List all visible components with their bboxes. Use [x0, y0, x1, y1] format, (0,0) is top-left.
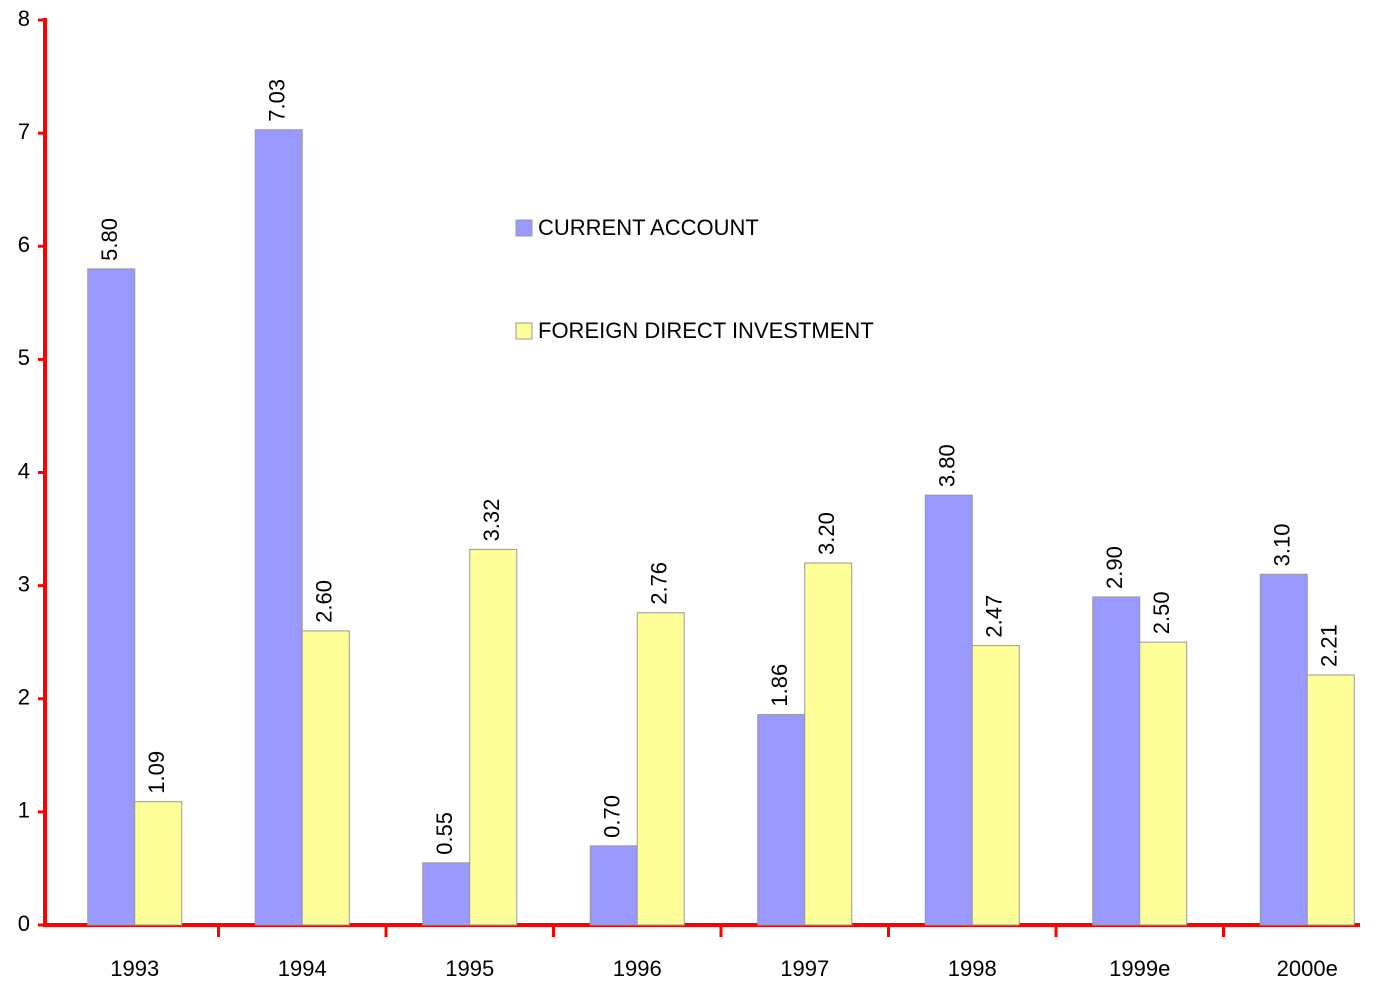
bar [757, 714, 806, 926]
x-tick-label: 1995 [445, 956, 494, 981]
value-label: 0.70 [600, 795, 625, 838]
x-tick-label: 1998 [948, 956, 997, 981]
bar [469, 548, 518, 926]
bar [422, 862, 471, 926]
bar [636, 612, 685, 926]
value-label: 5.80 [97, 218, 122, 261]
x-tick-label: 1996 [613, 956, 662, 981]
bar [1259, 573, 1308, 926]
bar [301, 630, 350, 926]
y-tick-label: 3 [18, 571, 30, 596]
legend-label: CURRENT ACCOUNT [538, 215, 759, 240]
x-tick-label: 1993 [110, 956, 159, 981]
bar [87, 268, 136, 926]
y-tick-label: 1 [18, 798, 30, 823]
bar [1092, 596, 1141, 926]
value-label: 2.50 [1149, 591, 1174, 634]
bar [971, 645, 1020, 926]
value-label: 7.03 [265, 79, 290, 122]
x-tick-label: 1999e [1109, 956, 1170, 981]
value-label: 1.09 [144, 751, 169, 794]
bar [589, 845, 638, 926]
value-label: 2.47 [982, 595, 1007, 638]
value-label: 3.32 [479, 499, 504, 542]
bar [924, 494, 973, 926]
bar [1306, 674, 1355, 926]
bar [134, 801, 183, 926]
y-tick-label: 0 [18, 911, 30, 936]
bar [254, 129, 303, 926]
bar [1139, 641, 1188, 926]
x-tick-label: 1994 [278, 956, 327, 981]
legend-swatch [515, 322, 533, 340]
x-tick-label: 1997 [780, 956, 829, 981]
y-tick-label: 2 [18, 685, 30, 710]
y-tick-label: 7 [18, 119, 30, 144]
value-label: 2.60 [312, 580, 337, 623]
bar [804, 562, 853, 926]
value-label: 2.76 [647, 562, 672, 605]
x-tick-label: 2000e [1277, 956, 1338, 981]
y-tick-label: 4 [18, 458, 30, 483]
y-tick-label: 6 [18, 232, 30, 257]
y-tick-label: 8 [18, 6, 30, 31]
value-label: 3.10 [1270, 523, 1295, 566]
value-label: 3.80 [935, 444, 960, 487]
y-tick-label: 5 [18, 345, 30, 370]
value-label: 2.90 [1102, 546, 1127, 589]
value-label: 2.21 [1317, 624, 1342, 667]
legend-swatch [515, 219, 533, 237]
value-label: 3.20 [814, 512, 839, 555]
value-label: 0.55 [432, 812, 457, 855]
legend-label: FOREIGN DIRECT INVESTMENT [538, 318, 874, 343]
value-label: 1.86 [767, 664, 792, 707]
